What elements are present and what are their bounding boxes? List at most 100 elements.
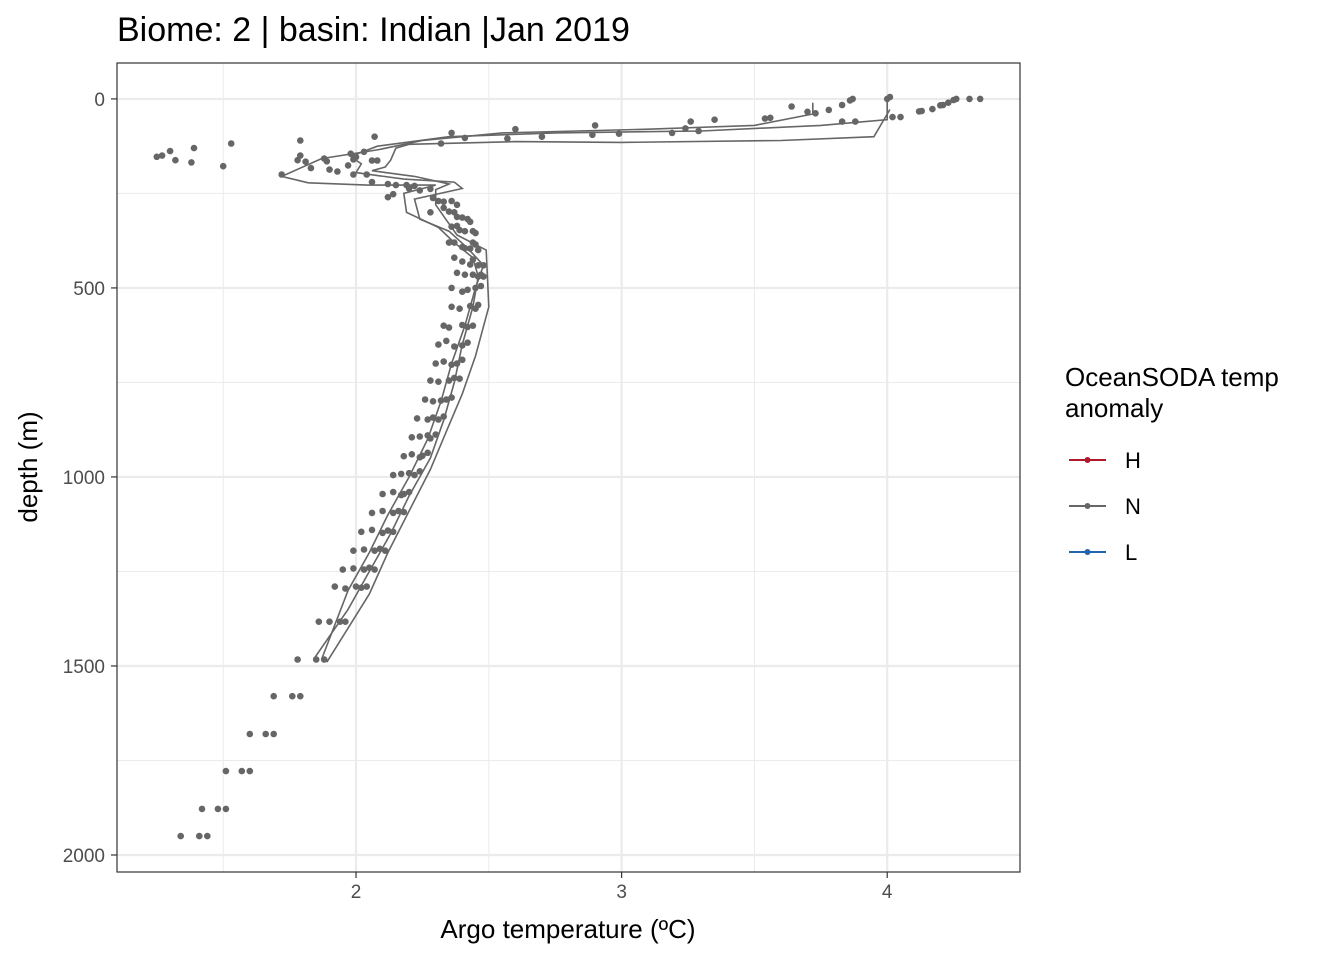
x-axis: 2 3 4 — [351, 872, 893, 903]
data-point — [389, 488, 397, 496]
data-point — [395, 507, 402, 515]
data-point — [459, 321, 466, 329]
data-point — [435, 416, 442, 423]
data-point — [331, 583, 339, 590]
data-point — [589, 131, 596, 139]
data-point — [352, 153, 360, 161]
data-point — [411, 182, 418, 190]
y-axis-title: depth (m) — [13, 411, 43, 522]
data-point — [358, 584, 365, 591]
data-point — [326, 166, 333, 173]
data-point — [812, 110, 819, 117]
data-point — [416, 468, 424, 475]
data-point — [591, 122, 599, 129]
data-point — [440, 322, 448, 330]
data-point — [421, 396, 429, 403]
data-point — [464, 286, 471, 294]
data-point — [966, 95, 973, 103]
data-point — [761, 115, 769, 122]
data-point — [883, 95, 891, 103]
data-point — [424, 416, 432, 423]
data-point — [464, 323, 471, 331]
data-point — [177, 832, 184, 840]
data-point — [461, 244, 469, 252]
data-point — [435, 197, 442, 205]
data-point — [448, 394, 455, 401]
data-point — [270, 730, 278, 738]
data-point — [464, 339, 471, 347]
data-point — [469, 256, 477, 263]
data-point — [682, 125, 689, 132]
data-point — [297, 692, 304, 700]
data-point — [323, 158, 331, 165]
data-point — [466, 245, 474, 252]
data-point — [238, 767, 246, 775]
data-point — [347, 150, 355, 157]
data-point — [408, 451, 416, 458]
data-point — [405, 469, 413, 477]
data-point — [456, 375, 463, 383]
data-point — [166, 147, 174, 155]
data-point — [474, 246, 482, 254]
data-point — [469, 271, 477, 279]
data-point — [453, 360, 461, 367]
data-point — [897, 113, 904, 121]
data-point — [788, 103, 795, 110]
data-point — [472, 241, 479, 248]
data-point — [432, 360, 440, 367]
y-axis: 0 500 1000 1500 2000 — [63, 90, 117, 867]
data-point — [158, 152, 166, 159]
data-point — [371, 133, 378, 140]
data-point — [448, 223, 455, 230]
legend: OceanSODA temp anomaly HNL — [1065, 362, 1279, 565]
data-point — [453, 269, 461, 277]
data-point — [190, 144, 198, 152]
data-point — [461, 227, 469, 235]
data-point — [437, 140, 445, 147]
data-point — [419, 452, 426, 460]
data-point — [172, 156, 179, 164]
data-point — [480, 262, 487, 269]
data-point — [408, 434, 416, 441]
x-tick-label: 4 — [882, 882, 893, 903]
data-point — [302, 158, 309, 165]
data-point — [363, 171, 371, 178]
data-point — [307, 164, 315, 172]
y-tick-label: 1500 — [63, 657, 105, 678]
data-point — [219, 162, 227, 170]
data-point — [368, 178, 376, 186]
data-point — [538, 133, 546, 140]
data-point — [451, 254, 458, 261]
data-point — [427, 185, 434, 193]
data-point — [339, 566, 347, 573]
data-point — [384, 193, 392, 201]
data-point — [695, 127, 702, 135]
data-point — [477, 282, 485, 290]
grid-lines — [117, 63, 1020, 872]
data-point — [937, 102, 944, 109]
data-point — [469, 322, 477, 330]
data-point — [246, 767, 254, 775]
data-point — [188, 159, 195, 166]
data-point — [400, 508, 408, 516]
data-point — [334, 168, 341, 175]
data-point — [440, 198, 448, 205]
data-point — [435, 341, 442, 348]
plot-border — [116, 62, 1021, 873]
data-point — [320, 656, 328, 663]
data-point — [453, 201, 461, 209]
data-point — [976, 95, 984, 103]
data-point — [929, 105, 936, 113]
data-point — [350, 565, 357, 572]
data-point — [227, 140, 235, 147]
data-point — [352, 583, 360, 590]
data-point — [466, 261, 474, 268]
data-point — [381, 547, 389, 554]
data-point — [222, 767, 230, 775]
data-point — [350, 547, 357, 554]
data-point — [416, 433, 424, 440]
legend-title-line-1: OceanSODA temp — [1065, 362, 1279, 392]
data-point — [445, 377, 453, 384]
data-point — [222, 805, 230, 813]
